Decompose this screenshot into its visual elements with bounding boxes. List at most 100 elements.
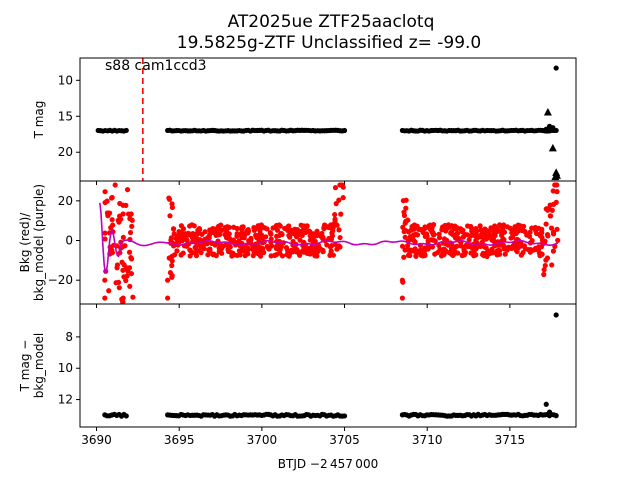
background-point <box>303 229 309 235</box>
background-point <box>554 182 560 188</box>
background-point <box>108 225 114 231</box>
background-point <box>320 236 326 242</box>
background-point <box>278 230 284 237</box>
y-tick-label: 12 <box>58 393 73 407</box>
background-point <box>422 251 428 258</box>
background-point <box>399 243 406 249</box>
background-point <box>401 229 407 235</box>
background-point <box>274 227 281 233</box>
background-point <box>102 295 108 301</box>
y-tick-label: 15 <box>58 109 73 123</box>
y-tick-label: 10 <box>58 361 73 375</box>
lightcurve-point <box>123 127 129 134</box>
background-point <box>120 234 126 241</box>
background-point <box>307 229 313 235</box>
upper-limit-marker <box>551 172 560 181</box>
upper-limit-marker <box>548 143 557 152</box>
background-panel: −20 0 20 Bkg (red)/bkg_model (purple) <box>18 180 577 308</box>
background-point <box>468 233 474 239</box>
background-point <box>328 248 334 254</box>
background-point <box>337 234 343 241</box>
lightcurve-point <box>341 127 348 134</box>
background-point <box>405 242 411 249</box>
y-axis-label: Bkg (red)/ <box>18 212 32 273</box>
background-point <box>403 205 409 211</box>
background-point <box>105 213 111 219</box>
background-point <box>196 227 203 233</box>
background-point <box>466 237 472 243</box>
background-point <box>554 189 560 195</box>
background-point <box>190 230 196 237</box>
background-point <box>242 253 248 259</box>
background-point <box>536 225 542 231</box>
background-point <box>428 225 434 231</box>
background-point <box>436 231 442 237</box>
x-axis-label: BTJD −2 457 000 <box>278 457 378 471</box>
y-tick-label: 20 <box>58 145 73 159</box>
background-point <box>114 265 120 271</box>
x-tick-label: 3700 <box>247 433 278 447</box>
background-point <box>477 223 483 229</box>
background-point <box>277 223 283 229</box>
background-point <box>418 247 424 253</box>
background-point <box>527 233 533 240</box>
background-point <box>258 222 264 228</box>
background-point <box>555 237 561 243</box>
background-point <box>167 270 174 276</box>
background-point <box>169 201 175 207</box>
background-point <box>422 245 428 251</box>
background-point <box>124 187 131 193</box>
background-point <box>405 252 412 258</box>
background-point <box>489 247 495 253</box>
background-point <box>494 226 500 232</box>
background-point <box>486 229 492 235</box>
background-point <box>306 245 313 251</box>
background-point <box>336 197 342 203</box>
background-point <box>286 227 292 233</box>
ztf-detection-point <box>553 65 559 71</box>
lightcurve-point <box>341 413 348 419</box>
background-point <box>178 230 184 236</box>
background-point <box>128 270 135 277</box>
background-point <box>399 295 405 301</box>
background-point <box>482 226 488 232</box>
background-point <box>250 253 256 259</box>
background-point <box>109 250 115 256</box>
background-point <box>127 229 134 236</box>
background-point <box>536 250 542 256</box>
background-point <box>206 247 212 253</box>
background-point <box>445 242 451 248</box>
background-point <box>509 245 515 252</box>
background-point <box>448 230 454 236</box>
background-point <box>425 238 431 244</box>
background-point <box>210 225 216 232</box>
background-point <box>508 235 514 241</box>
background-point <box>286 232 292 239</box>
background-point <box>102 236 108 242</box>
background-point <box>326 224 332 231</box>
background-point <box>497 223 503 229</box>
background-point <box>403 197 409 203</box>
background-point <box>447 223 453 230</box>
background-point <box>236 238 242 244</box>
background-point <box>183 237 189 243</box>
background-point <box>286 223 292 229</box>
background-point <box>437 246 443 252</box>
background-point <box>527 229 533 235</box>
background-point <box>408 227 414 233</box>
background-point <box>446 249 452 256</box>
background-point <box>334 246 340 252</box>
y-axis-label: bkg_model (purple) <box>32 184 46 301</box>
background-point <box>272 252 278 258</box>
background-point <box>314 246 320 252</box>
sector-annotation: s88 cam1ccd3 <box>105 58 207 74</box>
background-point <box>234 233 240 239</box>
background-point <box>223 233 230 239</box>
background-point <box>284 247 291 253</box>
background-point <box>472 232 478 239</box>
chart-title-line2: 19.5825g-ZTF Unclassified z= -99.0 <box>177 33 482 53</box>
upper-limit-marker <box>543 107 552 116</box>
background-point <box>115 279 122 285</box>
ztf-detection-point <box>553 312 559 318</box>
background-point <box>226 224 232 231</box>
